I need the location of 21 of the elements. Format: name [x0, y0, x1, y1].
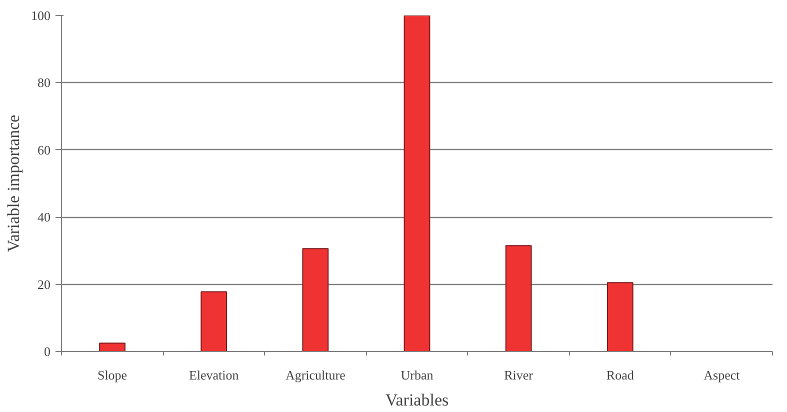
x-tick-label: River	[504, 368, 534, 382]
x-axis-title: Variables	[385, 390, 449, 410]
bar	[200, 291, 228, 352]
bar	[606, 282, 634, 352]
bar	[302, 248, 329, 352]
bar	[404, 16, 430, 352]
y-tick-label: 100	[31, 8, 50, 23]
x-tick-label: Urban	[400, 368, 434, 382]
y-tick-label: 80	[38, 75, 50, 90]
y-tick-label: 40	[38, 210, 50, 225]
x-tick-label: Slope	[97, 368, 128, 382]
y-tick-label: 0	[44, 344, 50, 359]
x-tick-label: Elevation	[188, 368, 240, 382]
y-axis-title: Variable importance	[4, 114, 23, 252]
x-tick-label: Road	[606, 368, 634, 382]
bar	[99, 342, 126, 352]
x-tick-label: Aspect	[704, 368, 740, 382]
x-tick-label: Agriculture	[285, 368, 346, 382]
bar	[505, 245, 532, 352]
y-tick-label: 20	[38, 276, 50, 292]
y-tick-label: 60	[38, 142, 50, 158]
